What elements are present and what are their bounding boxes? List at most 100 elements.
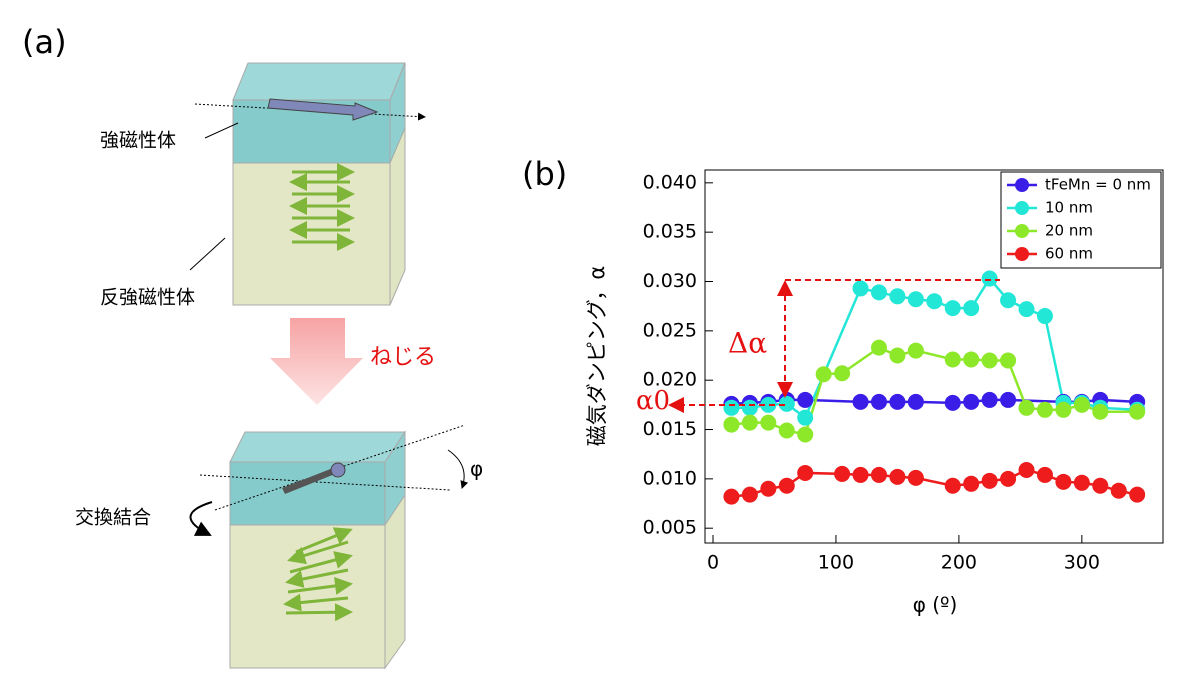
data-point xyxy=(1018,461,1035,478)
lower-block xyxy=(199,424,466,670)
data-point xyxy=(944,351,961,368)
x-tick-label: 100 xyxy=(818,552,854,574)
twist-arrow xyxy=(270,318,363,405)
y-tick-label: 0.030 xyxy=(643,270,697,292)
data-point xyxy=(889,347,906,364)
data-point xyxy=(741,414,758,431)
data-point xyxy=(981,391,998,408)
data-point xyxy=(852,393,869,410)
annotation-lines xyxy=(668,279,1000,413)
data-point xyxy=(852,280,869,297)
data-point xyxy=(1018,399,1035,416)
data-point xyxy=(981,472,998,489)
data-point xyxy=(797,464,814,481)
data-point xyxy=(907,342,924,359)
data-point xyxy=(760,414,777,431)
data-point xyxy=(1036,401,1053,418)
data-point xyxy=(1018,301,1035,318)
data-point xyxy=(1092,403,1109,420)
data-point xyxy=(1000,352,1017,369)
data-point xyxy=(1110,482,1127,499)
y-tick-label: 0.015 xyxy=(643,418,697,440)
data-point xyxy=(760,396,777,413)
data-point xyxy=(1129,403,1146,420)
data-point xyxy=(907,393,924,410)
data-point xyxy=(1092,477,1109,494)
legend-label: 10 nm xyxy=(1045,199,1093,217)
data-point xyxy=(1036,466,1053,483)
y-tick-label: 0.020 xyxy=(643,369,697,391)
data-point xyxy=(907,291,924,308)
data-point xyxy=(1073,396,1090,413)
x-tick-label: 200 xyxy=(941,552,977,574)
annotation: Δα xyxy=(728,327,767,360)
data-point xyxy=(944,394,961,411)
legend-marker xyxy=(1015,224,1029,238)
data-point xyxy=(1073,474,1090,491)
legend-marker xyxy=(1015,178,1029,192)
panel-label: (b) xyxy=(522,155,567,193)
data-point xyxy=(723,416,740,433)
data-point xyxy=(760,480,777,497)
legend-label: 20 nm xyxy=(1045,222,1093,240)
series-line xyxy=(731,346,1138,436)
layer-label: 強磁性体 xyxy=(100,130,176,152)
data-point xyxy=(741,486,758,503)
data-point xyxy=(852,466,869,483)
data-point xyxy=(834,465,851,482)
pointer xyxy=(204,122,239,139)
angle-arc xyxy=(447,449,469,489)
data-point xyxy=(778,422,795,439)
data-point xyxy=(741,399,758,416)
data-point xyxy=(778,477,795,494)
legend-marker xyxy=(1015,201,1029,215)
data-point xyxy=(797,426,814,443)
data-point xyxy=(889,288,906,305)
data-point xyxy=(981,270,998,287)
data-point xyxy=(963,351,980,368)
data-point xyxy=(723,488,740,505)
data-point xyxy=(907,469,924,486)
plot: 0 100 200 300 0.005 0.010 0.015 0.020 0.025 0.030… xyxy=(643,171,1162,574)
data-point xyxy=(963,393,980,410)
data-point xyxy=(926,293,943,310)
y-tick-label: 0.005 xyxy=(643,517,697,539)
layer-label: 反強磁性体 xyxy=(100,287,195,309)
data-point xyxy=(944,477,961,494)
angle-label: φ xyxy=(470,457,483,481)
data-point xyxy=(1036,308,1053,325)
plot-frame xyxy=(704,169,1164,544)
data-point xyxy=(889,468,906,485)
data-point xyxy=(870,393,887,410)
data-point xyxy=(963,300,980,317)
data-point xyxy=(1055,401,1072,418)
y-tick-label: 0.010 xyxy=(643,467,697,489)
coupling-label: 交換結合 xyxy=(75,507,151,529)
data-point xyxy=(963,475,980,492)
data-point xyxy=(834,365,851,382)
upper-block xyxy=(194,62,426,306)
data-point xyxy=(1129,486,1146,503)
x-tick-label: 300 xyxy=(1064,552,1100,574)
data-point xyxy=(797,409,814,426)
pointer xyxy=(189,237,226,271)
data-point xyxy=(815,366,832,383)
data-point xyxy=(778,395,795,412)
panel-label: (a) xyxy=(22,23,67,61)
data-point xyxy=(870,466,887,483)
data-point xyxy=(944,300,961,317)
x-axis-label: φ (º) xyxy=(913,593,958,617)
data-point xyxy=(889,393,906,410)
twist-label: ねじる xyxy=(370,345,436,370)
coupling-arrow xyxy=(189,501,213,536)
data-point xyxy=(981,352,998,369)
legend-label: 60 nm xyxy=(1045,245,1093,263)
x-tick-label: 0 xyxy=(707,552,719,574)
y-tick-label: 0.040 xyxy=(643,171,697,193)
legend-label: tFeMn = 0 nm xyxy=(1045,176,1151,194)
data-point xyxy=(1000,470,1017,487)
data-point xyxy=(1000,292,1017,309)
data-point xyxy=(1000,391,1017,408)
data-point xyxy=(723,399,740,416)
